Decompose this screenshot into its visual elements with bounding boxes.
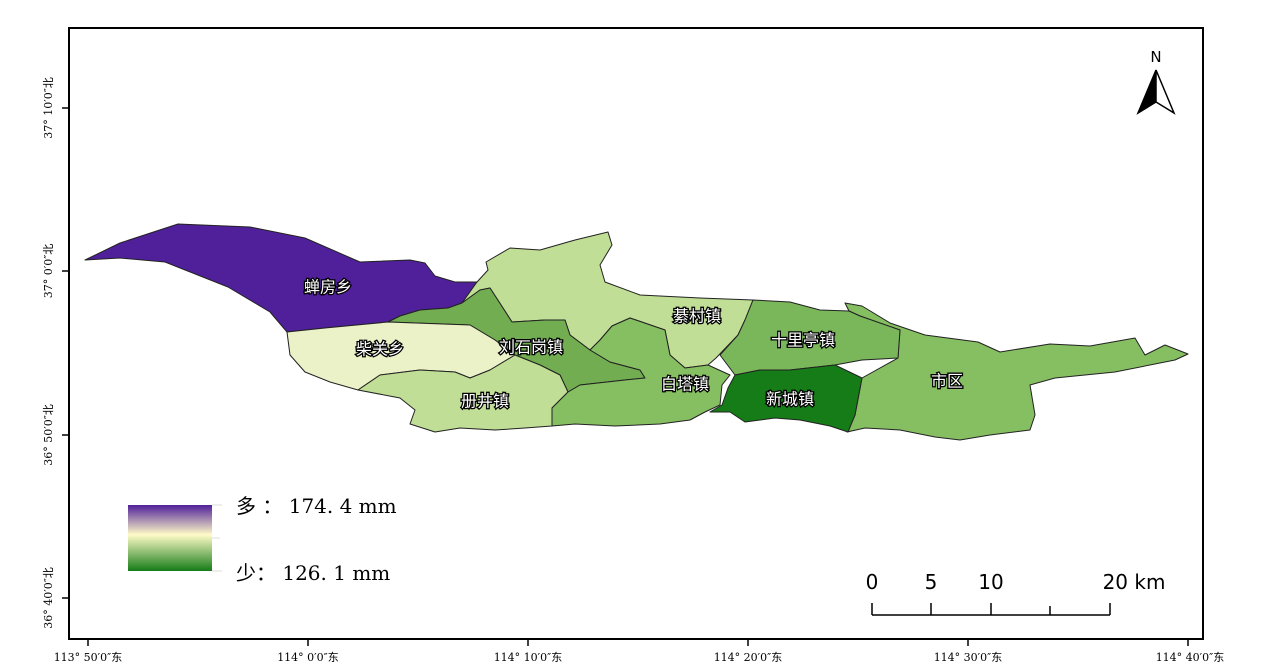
y-tick-label: 37° 10′0″北 bbox=[42, 77, 55, 139]
x-tick-label: 113° 50′0″东 bbox=[54, 651, 123, 664]
legend: 多 ： 174. 4 mm 少： 126. 1 mm bbox=[128, 494, 397, 585]
label-cejing: 册井镇 bbox=[461, 392, 509, 411]
region-baita[interactable] bbox=[551, 317, 731, 427]
label-shiqu: 市区 bbox=[931, 372, 963, 391]
x-tick-label: 114° 40′0″东 bbox=[1156, 651, 1225, 664]
map-frame bbox=[68, 27, 1204, 640]
north-arrow-icon bbox=[1136, 69, 1157, 115]
scale-label: 20 km bbox=[1103, 570, 1166, 594]
x-tick-label: 114° 30′0″东 bbox=[934, 651, 1003, 664]
region-xincheng[interactable] bbox=[709, 364, 863, 433]
y-tick-label: 37° 0′0″北 bbox=[42, 244, 55, 299]
y-tick-label: 36° 50′0″北 bbox=[42, 404, 55, 466]
label-shiliting: 十里亭镇 bbox=[771, 331, 835, 350]
y-axis bbox=[62, 107, 69, 599]
label-xincheng: 新城镇 bbox=[766, 390, 814, 409]
scale-label: 0 bbox=[866, 570, 879, 594]
scale-bar bbox=[871, 603, 1111, 616]
label-liushigang: 刘石岗镇 bbox=[499, 338, 563, 357]
label-chaiguan: 柴关乡 bbox=[356, 340, 404, 359]
y-tick-label: 36° 40′0″北 bbox=[42, 567, 55, 629]
scale-labels: 0 5 10 20 km bbox=[866, 570, 1166, 594]
north-arrow: N bbox=[1136, 48, 1176, 115]
x-tick-label: 114° 20′0″东 bbox=[714, 651, 783, 664]
scale-label: 10 bbox=[978, 570, 1003, 594]
label-qincun: 綦村镇 bbox=[673, 307, 721, 326]
legend-gradient-bar bbox=[128, 505, 212, 571]
y-tick-labels: 37° 10′0″北 37° 0′0″北 36° 50′0″北 36° 40′0… bbox=[42, 77, 55, 629]
label-chanfang: 蝉房乡 bbox=[304, 278, 352, 297]
region-shiliting[interactable] bbox=[719, 299, 901, 376]
scale-label: 5 bbox=[925, 570, 938, 594]
north-arrow-icon bbox=[1155, 69, 1176, 115]
legend-min-label: 少： 126. 1 mm bbox=[236, 561, 390, 585]
north-label: N bbox=[1150, 48, 1161, 66]
region-labels: 蝉房乡 柴关乡 刘石岗镇 册井镇 綦村镇 白塔镇 十里亭镇 新城镇 市区 bbox=[303, 276, 965, 412]
label-baita: 白塔镇 bbox=[661, 375, 709, 394]
x-tick-label: 114° 0′0″东 bbox=[277, 651, 339, 664]
region-shiqu[interactable] bbox=[844, 302, 1189, 441]
legend-max-label: 多 ： 174. 4 mm bbox=[236, 494, 397, 518]
region-layer bbox=[84, 223, 1189, 441]
x-tick-labels: 113° 50′0″东 114° 0′0″东 114° 10′0″东 114° … bbox=[54, 651, 1225, 664]
x-axis bbox=[87, 639, 1189, 646]
x-tick-label: 114° 10′0″东 bbox=[494, 651, 563, 664]
